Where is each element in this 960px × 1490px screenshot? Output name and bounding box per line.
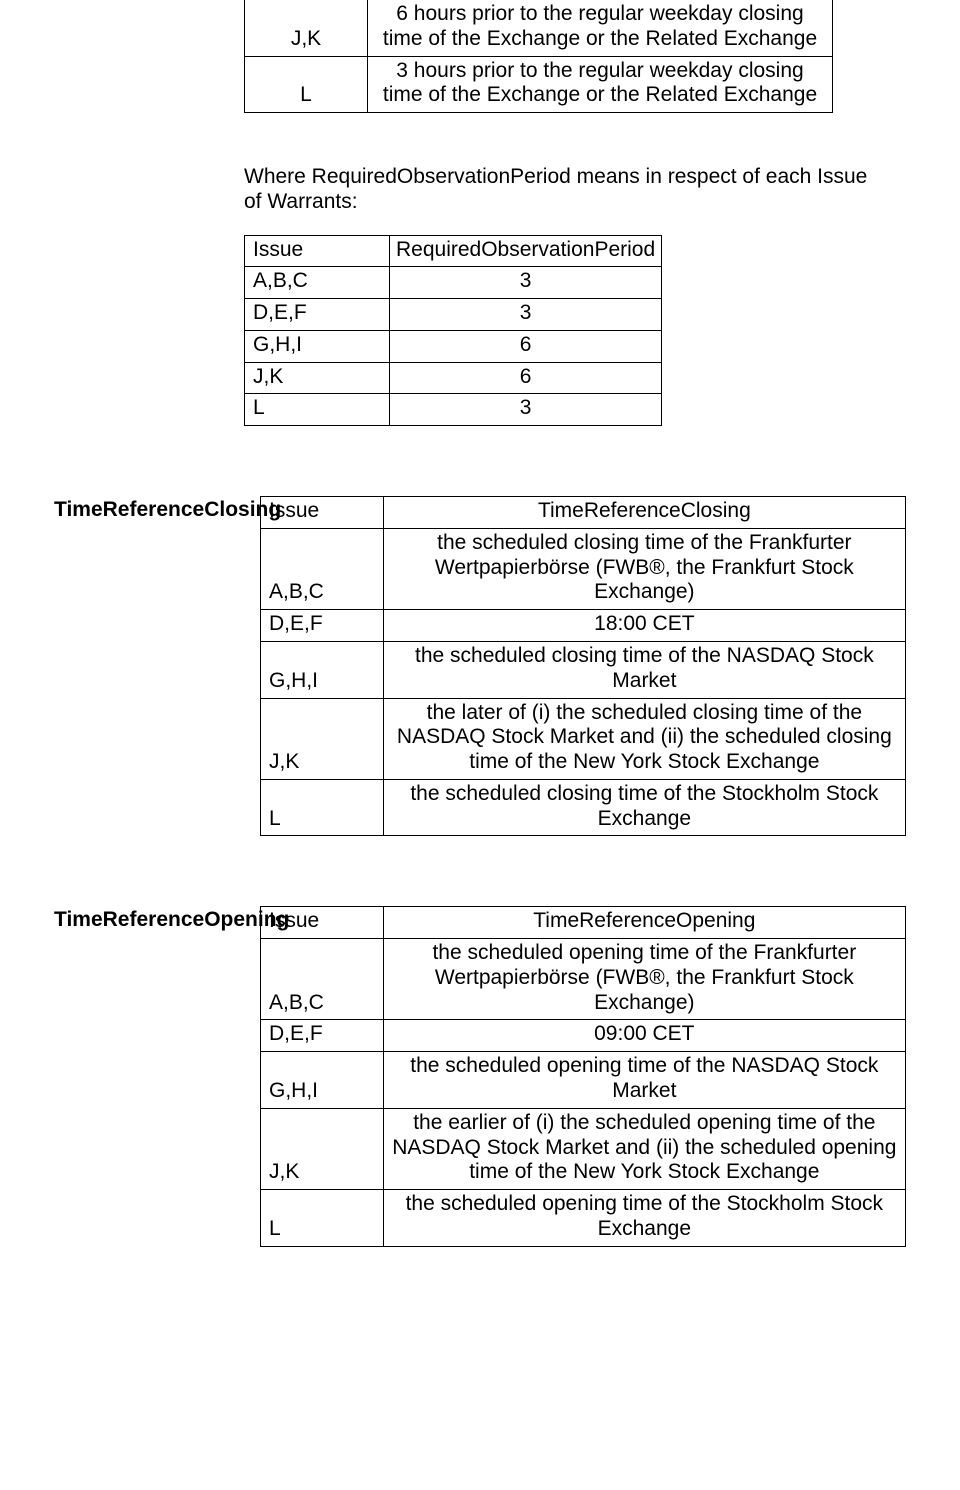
cell-issue: G,H,I: [245, 330, 390, 362]
table-row: D,E,F 09:00 CET: [261, 1020, 906, 1052]
label-time-reference-opening: TimeReferenceOpening: [54, 906, 260, 933]
cell-period-header: RequiredObservationPeriod: [390, 235, 662, 267]
table-row: A,B,C 3: [245, 267, 662, 299]
table-row: A,B,C the scheduled closing time of the …: [261, 528, 906, 609]
cell-desc: 6 hours prior to the regular weekday clo…: [368, 0, 833, 56]
cell-issue: A,B,C: [261, 528, 384, 609]
cell-issue-header: Issue: [261, 497, 384, 529]
cell-period: 3: [390, 299, 662, 331]
table-time-reference-opening: Issue TimeReferenceOpening A,B,C the sch…: [260, 906, 906, 1246]
table-row: J,K the earlier of (i) the scheduled ope…: [261, 1108, 906, 1189]
cell-issue: A,B,C: [245, 267, 390, 299]
table-row: G,H,I the scheduled opening time of the …: [261, 1052, 906, 1109]
cell-issue-header: Issue: [261, 907, 384, 939]
cell-desc: the scheduled opening time of the NASDAQ…: [383, 1052, 905, 1109]
cell-issue: J,K: [261, 1108, 384, 1189]
cell-desc: the scheduled opening time of the Stockh…: [383, 1190, 905, 1247]
cell-period: 3: [390, 267, 662, 299]
page: J,K 6 hours prior to the regular weekday…: [0, 0, 960, 1490]
cell-issue: L: [261, 1190, 384, 1247]
cell-issue: L: [261, 779, 384, 836]
table-row: L the scheduled closing time of the Stoc…: [261, 779, 906, 836]
cell-issue: L: [245, 56, 368, 113]
cell-desc: 18:00 CET: [383, 610, 905, 642]
section-time-reference-closing: TimeReferenceClosing Issue TimeReference…: [54, 496, 906, 836]
cell-desc: the later of (i) the scheduled closing t…: [383, 698, 905, 779]
cell-issue: A,B,C: [261, 939, 384, 1020]
table-row: D,E,F 3: [245, 299, 662, 331]
table-row: L 3: [245, 394, 662, 426]
table-row: D,E,F 18:00 CET: [261, 610, 906, 642]
cell-desc: 3 hours prior to the regular weekday clo…: [368, 56, 833, 113]
cell-desc: the scheduled closing time of the NASDAQ…: [383, 642, 905, 699]
table-row: Issue RequiredObservationPeriod: [245, 235, 662, 267]
cell-issue: D,E,F: [261, 1020, 384, 1052]
cell-desc: the scheduled closing time of the Frankf…: [383, 528, 905, 609]
table-time-reference-closing: Issue TimeReferenceClosing A,B,C the sch…: [260, 496, 906, 836]
table-row: J,K 6 hours prior to the regular weekday…: [245, 0, 833, 56]
cell-issue: L: [245, 394, 390, 426]
table-observation-period: Issue RequiredObservationPeriod A,B,C 3 …: [244, 235, 662, 427]
cell-issue: J,K: [245, 362, 390, 394]
cell-issue-header: Issue: [245, 235, 390, 267]
table-row: L the scheduled opening time of the Stoc…: [261, 1190, 906, 1247]
table-top: J,K 6 hours prior to the regular weekday…: [244, 0, 833, 113]
table-row: L 3 hours prior to the regular weekday c…: [245, 56, 833, 113]
table-row: Issue TimeReferenceClosing: [261, 497, 906, 529]
table-row: J,K the later of (i) the scheduled closi…: [261, 698, 906, 779]
table-row: G,H,I 6: [245, 330, 662, 362]
cell-desc-header: TimeReferenceOpening: [383, 907, 905, 939]
cell-issue: J,K: [261, 698, 384, 779]
cell-issue: G,H,I: [261, 1052, 384, 1109]
paragraph-observation-intro: Where RequiredObservationPeriod means in…: [244, 165, 884, 215]
cell-period: 6: [390, 362, 662, 394]
cell-issue: G,H,I: [261, 642, 384, 699]
cell-issue: J,K: [245, 0, 368, 56]
section-time-reference-opening: TimeReferenceOpening Issue TimeReference…: [54, 906, 906, 1246]
cell-issue: D,E,F: [245, 299, 390, 331]
table-row: J,K 6: [245, 362, 662, 394]
cell-desc: the scheduled opening time of the Frankf…: [383, 939, 905, 1020]
cell-period: 3: [390, 394, 662, 426]
label-time-reference-closing: TimeReferenceClosing: [54, 496, 260, 523]
cell-desc: 09:00 CET: [383, 1020, 905, 1052]
table-row: A,B,C the scheduled opening time of the …: [261, 939, 906, 1020]
cell-desc: the scheduled closing time of the Stockh…: [383, 779, 905, 836]
cell-period: 6: [390, 330, 662, 362]
cell-issue: D,E,F: [261, 610, 384, 642]
table-row: G,H,I the scheduled closing time of the …: [261, 642, 906, 699]
cell-desc-header: TimeReferenceClosing: [383, 497, 905, 529]
cell-desc: the earlier of (i) the scheduled opening…: [383, 1108, 905, 1189]
table-row: Issue TimeReferenceOpening: [261, 907, 906, 939]
